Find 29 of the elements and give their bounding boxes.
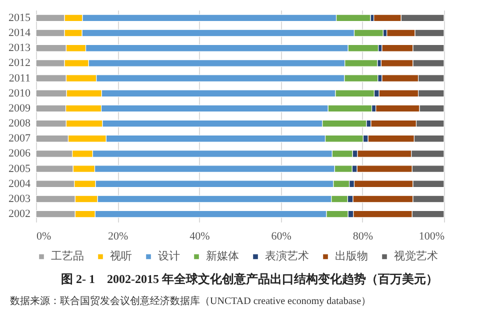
y-tick-label: 2014 (8, 27, 31, 40)
y-tick-label: 2005 (8, 162, 31, 175)
x-tick-label: 0% (36, 230, 52, 242)
y-tick-label: 2004 (8, 178, 31, 190)
legend-label: 工艺品 (51, 250, 84, 263)
legend-label: 表演艺术 (265, 250, 309, 263)
source-note: 数据来源：联合国贸发会议创意经济数据库（UNCTAD creative economy database） (10, 294, 372, 308)
x-tick-label: 40% (190, 230, 210, 242)
legend-label: 视听 (110, 250, 132, 263)
legend-label: 设计 (158, 250, 180, 263)
y-tick-label: 2012 (8, 57, 30, 70)
y-tick-label: 2009 (8, 102, 31, 114)
legend-label: 新媒体 (206, 250, 239, 263)
y-tick-label: 2011 (8, 72, 30, 84)
y-tick-label: 2002 (8, 208, 30, 220)
legend-label: 出版物 (335, 250, 368, 263)
x-tick-label: 60% (271, 230, 292, 242)
y-tick-label: 2007 (8, 132, 31, 145)
x-tick-label: 20% (108, 230, 128, 242)
legend-label: 视觉艺术 (394, 250, 438, 263)
y-tick-label: 2015 (8, 12, 31, 24)
y-tick-label: 2013 (8, 42, 31, 54)
x-tick-label: 80% (352, 230, 373, 242)
y-tick-label: 2003 (8, 192, 31, 205)
text: 图 2- 1 2002-2015 年全球文化创意产品出口结构变化趋势（百万美元） (60, 271, 439, 288)
y-tick-label: 2006 (8, 148, 31, 160)
y-tick-label: 2008 (8, 118, 31, 130)
y-tick-label: 2010 (8, 87, 31, 100)
x-tick-label: 100% (418, 230, 444, 242)
